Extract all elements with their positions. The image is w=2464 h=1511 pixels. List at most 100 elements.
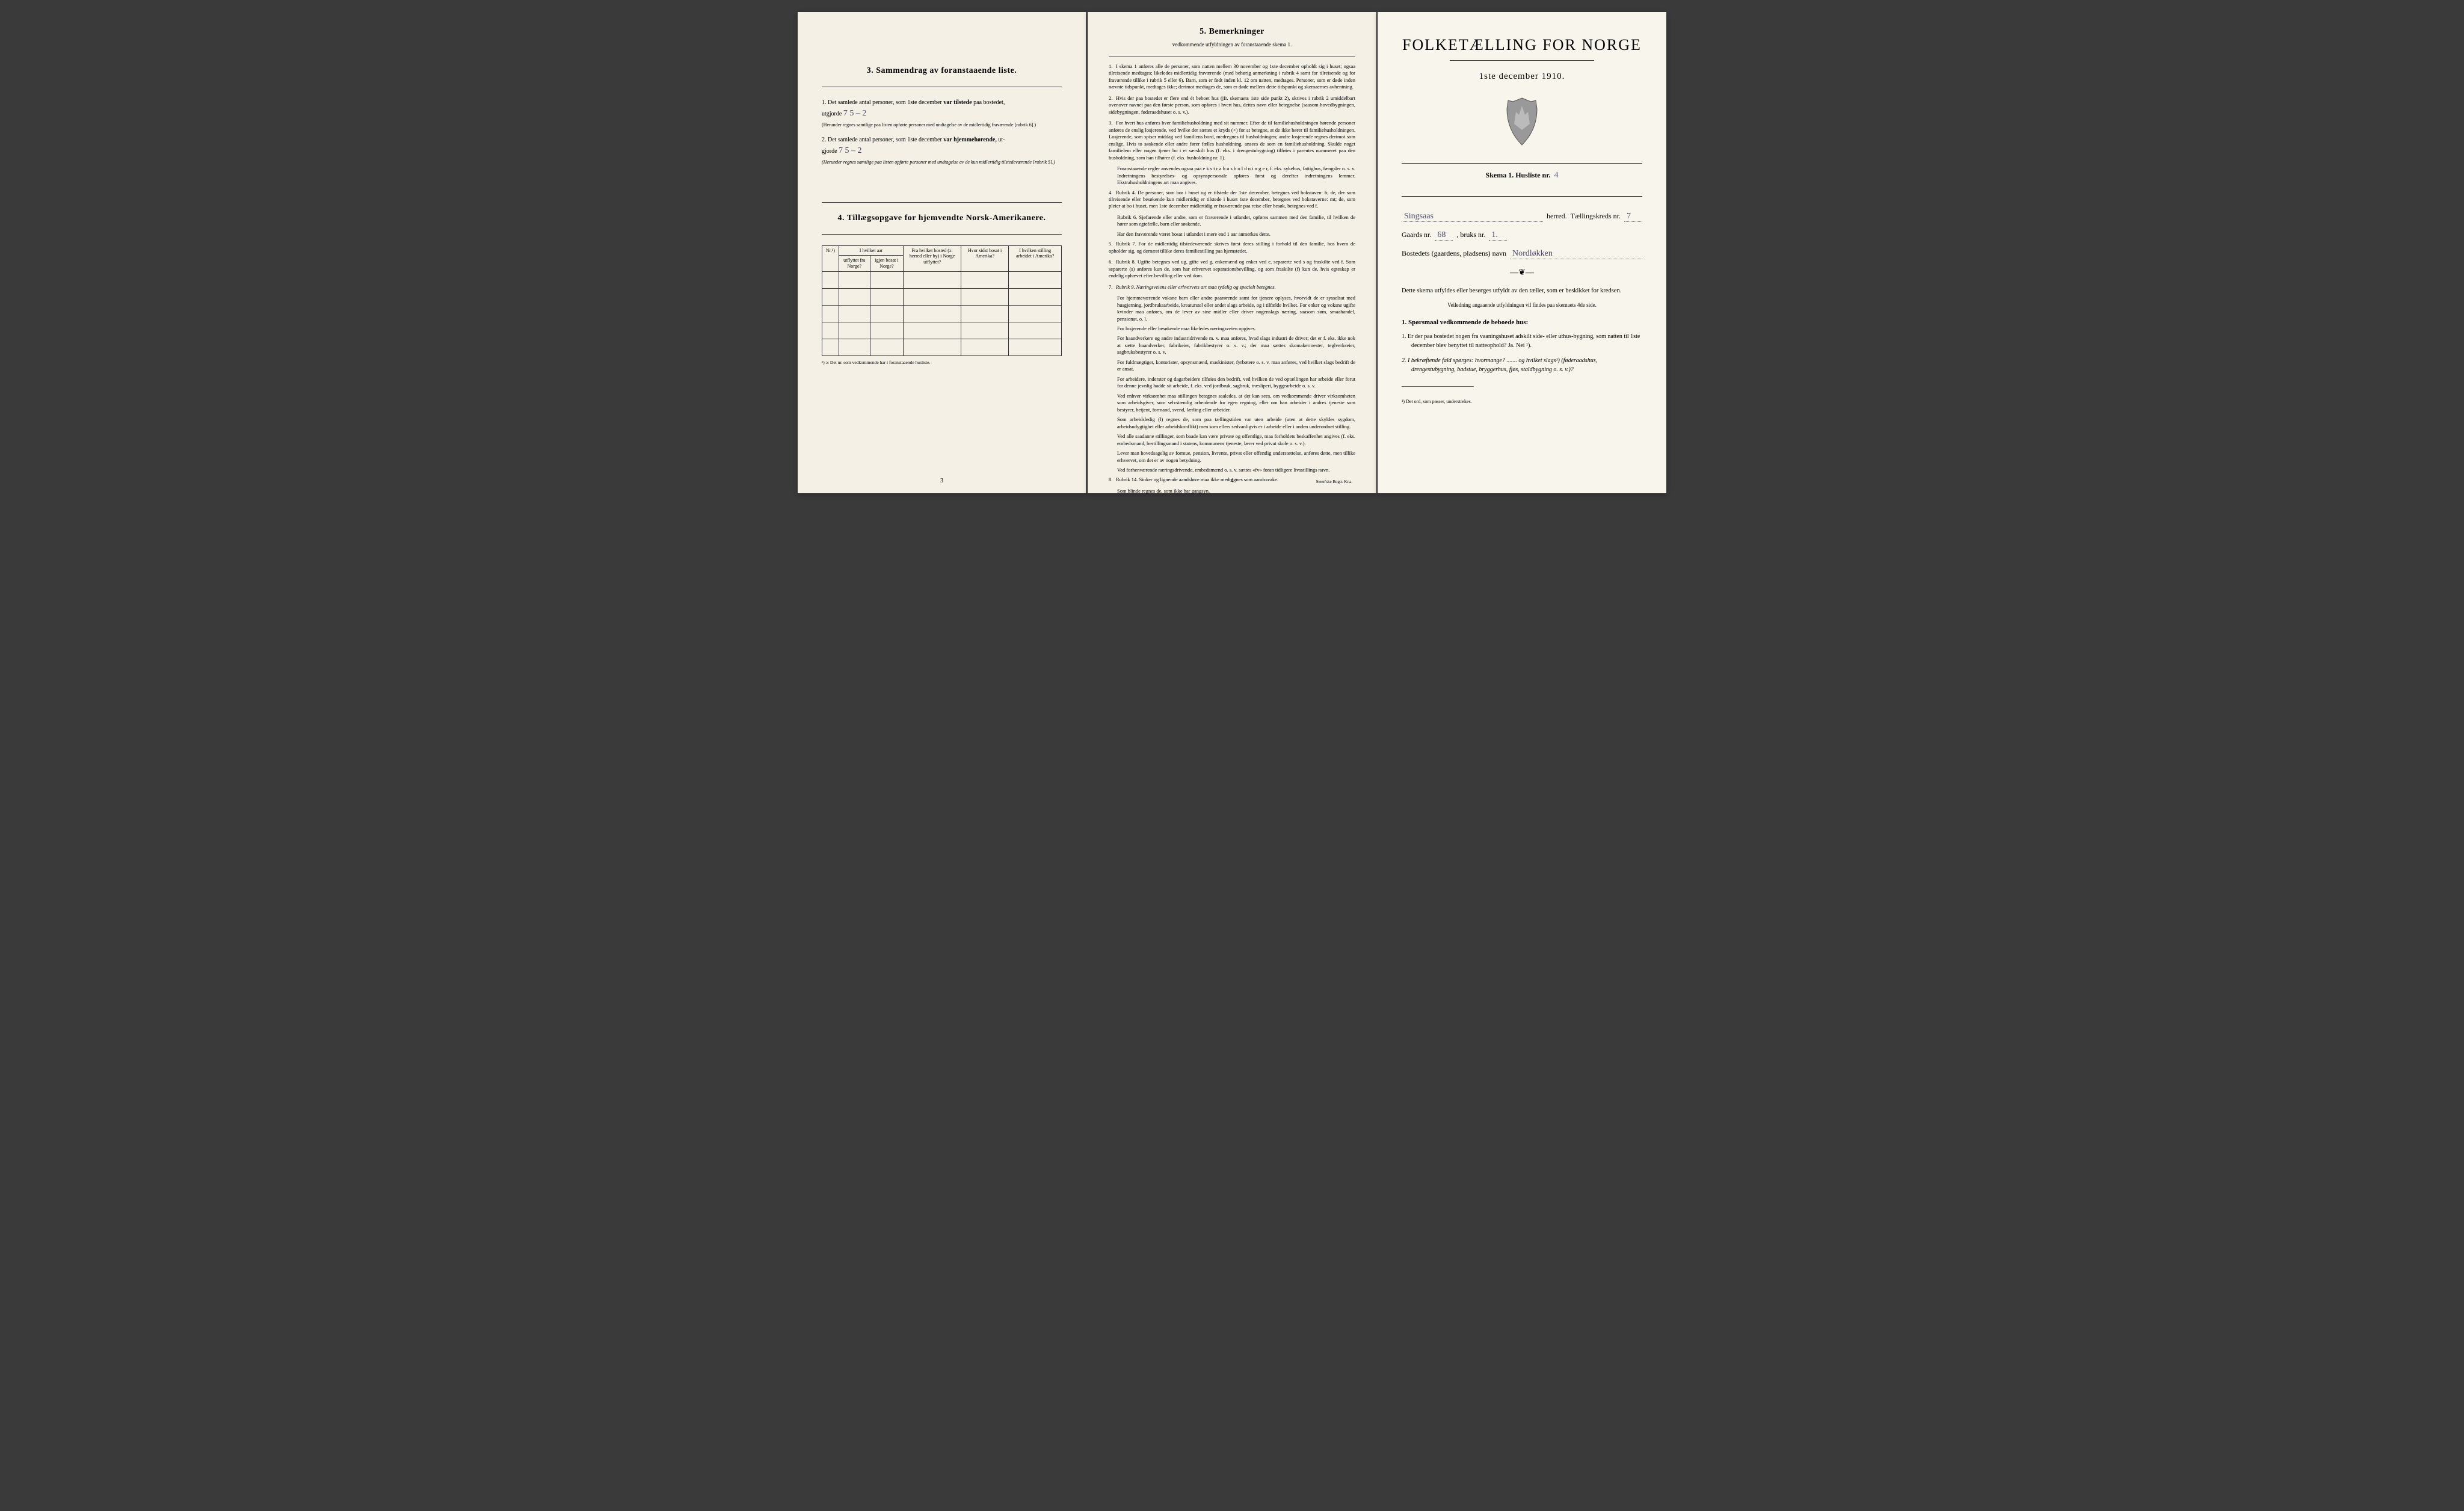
remark-3: 3.For hvert hus anføres hver familiehush… [1109, 120, 1355, 161]
text: paa bostedet, [973, 99, 1005, 106]
section-3-title: 3. Sammendrag av foranstaaende liste. [822, 66, 1062, 76]
remark-4b: Rubrik 6. Sjøfarende eller andre, som er… [1117, 214, 1355, 228]
table-row [822, 322, 1062, 339]
bosted-name: Nordløkken [1510, 249, 1642, 259]
remark-7: 7.Rubrik 9. Næringsveiens eller erhverve… [1109, 284, 1355, 291]
main-title: FOLKETÆLLING FOR NORGE [1402, 36, 1642, 54]
table-row [822, 288, 1062, 305]
text: gjorde [822, 148, 837, 155]
remark-5: 5.Rubrik 7. For de midlertidig tilstedev… [1109, 241, 1355, 254]
remark-1: 1.I skema 1 anføres alle de personer, so… [1109, 63, 1355, 91]
printer-mark: Steen'ske Bogtr. Kr.a. [1316, 479, 1352, 484]
label: herred. [1547, 212, 1567, 221]
text: 1. Det samlede antal personer, som 1ste … [822, 99, 942, 106]
remark-7b: For hjemmeværende voksne barn eller andr… [1117, 295, 1355, 322]
remark-7j: Lever man hovedsagelig av formue, pensio… [1117, 450, 1355, 464]
note: (Herunder regnes samtlige paa listen opf… [822, 122, 1062, 128]
text: 1. Er der paa bostedet nogen fra vaaning… [1402, 333, 1640, 349]
handwritten-count-1: 7 5 – 2 [843, 109, 867, 118]
footnote: ¹) Det ord, som passer, understrekes. [1402, 399, 1642, 404]
table-row [822, 271, 1062, 288]
question-2: 2. I bekræftende fald spørges: hvormange… [1411, 356, 1642, 374]
remark-6: 6.Rubrik 8. Ugifte betegnes ved ug, gift… [1109, 259, 1355, 279]
col-year-out: utflyttet fra Norge? [839, 256, 870, 271]
question-header: 1. Spørsmaal vedkommende de beboede hus: [1402, 319, 1642, 326]
instruction-sub: Veiledning angaaende utfyldningen vil fi… [1402, 302, 1642, 308]
note: (Herunder regnes samtlige paa listen opf… [822, 159, 1062, 165]
col-from: Fra hvilket bosted (ɔ: herred eller by) … [904, 245, 961, 271]
divider [822, 234, 1062, 235]
remark-8b: Som blinde regnes de, som ikke har gangs… [1117, 488, 1355, 494]
remark-3b: Foranstaaende regler anvendes ogsaa paa … [1117, 165, 1355, 186]
col-nr: Nr.¹) [822, 245, 839, 271]
question-1: 1. Er der paa bostedet nogen fra vaaning… [1411, 332, 1642, 350]
bruks-nr: 1. [1489, 230, 1507, 241]
table-row [822, 305, 1062, 322]
census-date: 1ste december 1910. [1402, 72, 1642, 82]
label: Tællingskreds nr. [1571, 212, 1621, 221]
bosted-line: Bostedets (gaardens, pladsens) navn Nord… [1402, 249, 1642, 259]
husliste-nr: 4 [1554, 171, 1558, 180]
section-5-title: 5. Bemerkninger [1109, 27, 1355, 37]
table-row [822, 339, 1062, 355]
summary-item-2: 2. Det samlede antal personer, som 1ste … [822, 135, 1062, 165]
text: Hvis der paa bostedet er flere end ét be… [1109, 95, 1355, 115]
col-position: I hvilken stilling arbeidet i Amerika? [1009, 245, 1062, 271]
emigrant-table: Nr.¹) I hvilket aar Fra hvilket bosted (… [822, 245, 1062, 365]
text-bold: var hjemmehørende, [943, 137, 997, 143]
remark-7g: Ved enhver virksomhet maa stillingen bet… [1117, 393, 1355, 413]
instruction-main: Dette skema utfyldes eller besørges utfy… [1402, 286, 1642, 296]
text: Rubrik 14. Sinker og lignende aandsløve … [1116, 476, 1278, 482]
page-cover: FOLKETÆLLING FOR NORGE 1ste december 191… [1378, 12, 1666, 493]
remark-4c: Har den fraværende været bosat i utlande… [1117, 231, 1355, 238]
text: Rubrik 8. Ugifte betegnes ved ug, gifte … [1109, 259, 1355, 279]
herred-line: Singsaas herred. Tællingskreds nr. 7 [1402, 212, 1642, 222]
document-spread: 3. Sammendrag av foranstaaende liste. 1.… [798, 12, 1666, 493]
coat-of-arms-icon [1501, 97, 1543, 148]
page-3: 3. Sammendrag av foranstaaende liste. 1.… [798, 12, 1086, 493]
page-4: 5. Bemerkninger vedkommende utfyldningen… [1088, 12, 1376, 493]
remark-7k: Ved forhenværende næringsdrivende, embed… [1117, 467, 1355, 473]
gaard-line: Gaards nr. 68 , bruks nr. 1. [1402, 230, 1642, 241]
page-number: 3 [940, 478, 943, 484]
label: Bostedets (gaardens, pladsens) navn [1402, 249, 1506, 258]
col-america: Hvor sidst bosat i Amerika? [961, 245, 1009, 271]
remark-4: 4.Rubrik 4. De personer, som bor i huset… [1109, 189, 1355, 210]
handwritten-count-2: 7 5 – 2 [839, 146, 862, 155]
text: ut- [998, 137, 1005, 143]
label: Gaards nr. [1402, 230, 1431, 239]
text: I skema 1 anføres alle de personer, som … [1109, 63, 1355, 90]
remark-2: 2.Hvis der paa bostedet er flere end ét … [1109, 95, 1355, 115]
remark-7d: For haandverkere og andre industridriven… [1117, 335, 1355, 355]
text: Rubrik 4. De personer, som bor i huset o… [1109, 189, 1355, 209]
remark-7c: For losjerende eller besøkende maa likel… [1117, 325, 1355, 332]
page-number: 4 [1231, 478, 1234, 484]
text: 2. Det samlede antal personer, som 1ste … [822, 137, 942, 143]
text-bold: var tilstede [943, 99, 972, 106]
gaard-nr: 68 [1435, 230, 1453, 241]
divider [822, 202, 1062, 203]
remark-7e: For fuldmægtiger, kontorister, opsynsmæn… [1117, 359, 1355, 373]
remark-7i: Ved alle saadanne stillinger, som baade … [1117, 433, 1355, 447]
divider [1450, 60, 1594, 61]
col-year: I hvilket aar [839, 245, 903, 256]
skema-line: Skema 1. Husliste nr. 4 [1402, 171, 1642, 180]
kreds-nr: 7 [1624, 212, 1642, 222]
text: utgjorde [822, 111, 842, 117]
herred-name: Singsaas [1402, 212, 1543, 222]
label: , bruks nr. [1456, 230, 1485, 239]
remark-7h: Som arbeidsledig (l) regnes de, som paa … [1117, 416, 1355, 430]
col-year-back: igjen bosat i Norge? [870, 256, 904, 271]
label: Skema 1. Husliste nr. [1486, 171, 1551, 180]
summary-item-1: 1. Det samlede antal personer, som 1ste … [822, 98, 1062, 128]
section-4-title: 4. Tillægsopgave for hjemvendte Norsk-Am… [822, 214, 1062, 223]
section-5-subtitle: vedkommende utfyldningen av foranstaaend… [1109, 42, 1355, 48]
text: Rubrik 7. For de midlertidig tilstedevær… [1109, 241, 1355, 253]
table-footnote: ¹) ɔ: Det nr. som vedkommende har i fora… [822, 360, 1062, 365]
text: For hvert hus anføres hver familiehushol… [1109, 120, 1355, 160]
remark-7f: For arbeidere, inderster og dagarbeidere… [1117, 376, 1355, 390]
text: Rubrik 9. Næringsveiens eller erhvervets… [1116, 284, 1276, 290]
text: 2. I bekræftende fald spørges: hvormange… [1402, 357, 1597, 373]
divider [1402, 386, 1474, 387]
ornament-icon: ―❦― [1402, 268, 1642, 278]
